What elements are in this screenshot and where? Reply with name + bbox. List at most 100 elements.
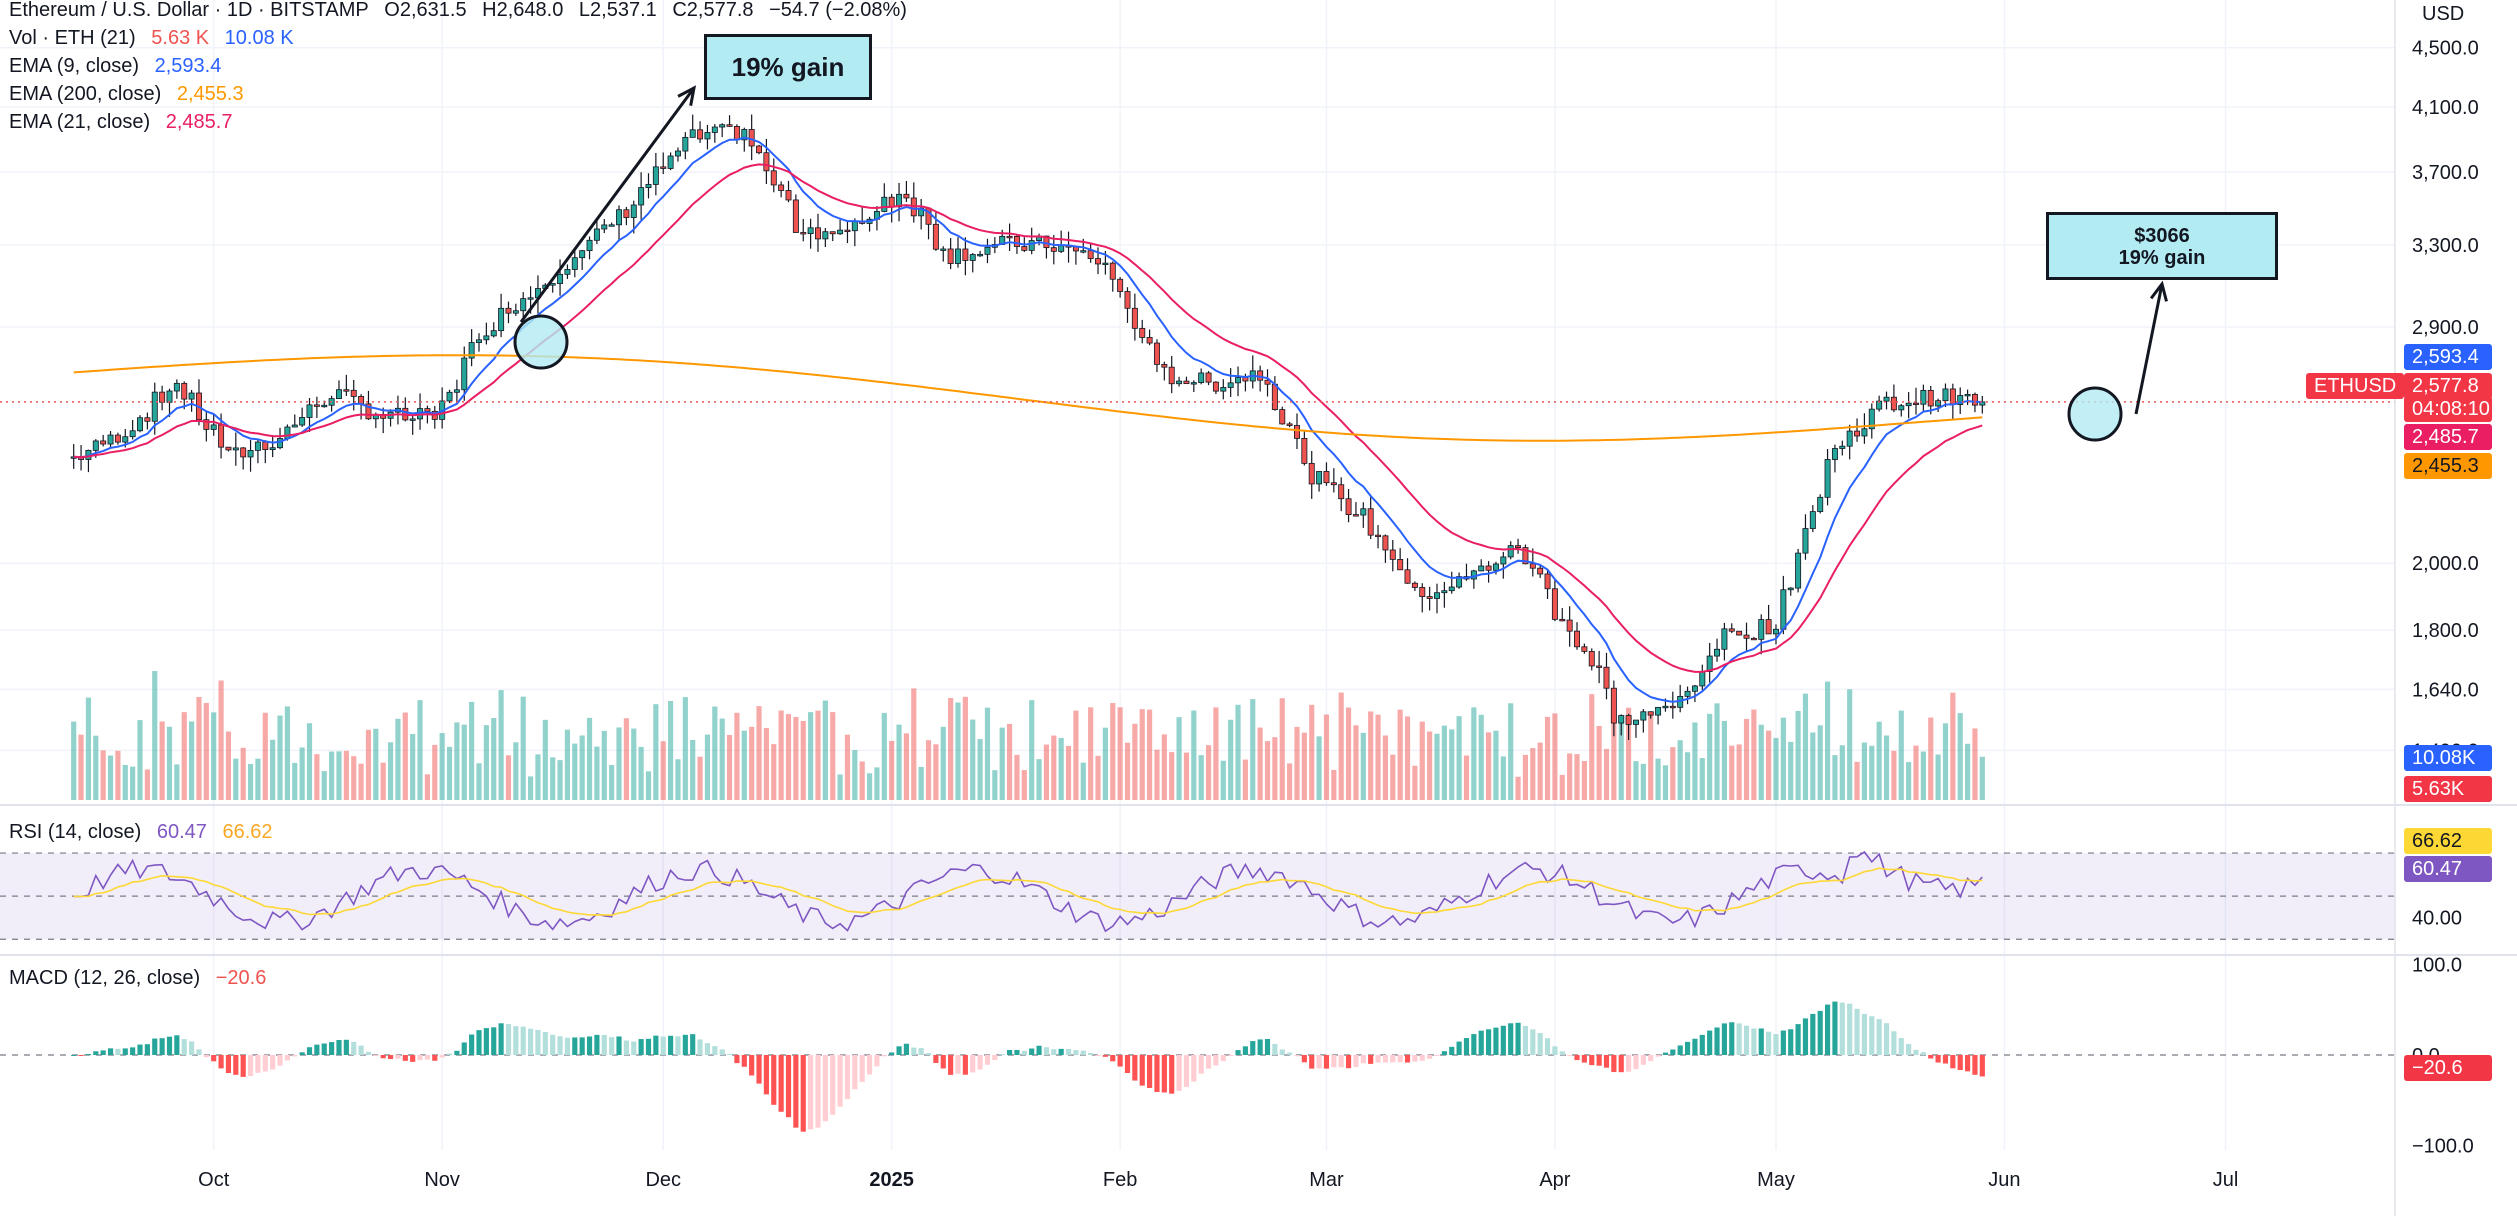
- candle-body: [254, 441, 261, 451]
- candle-body: [1146, 337, 1153, 344]
- macd-histogram-bar: [1014, 1049, 1020, 1055]
- macd-histogram-bar: [1544, 1038, 1551, 1055]
- volume-bar: [1080, 762, 1086, 800]
- volume-bar: [1795, 710, 1801, 800]
- candle-body: [1846, 430, 1853, 447]
- ema200-line: [73, 354, 1983, 442]
- macd-histogram-bar: [152, 1038, 158, 1055]
- macd-histogram-bar: [1279, 1049, 1285, 1055]
- volume-bar: [984, 707, 991, 800]
- candle-body: [240, 447, 247, 458]
- candle-body: [1492, 563, 1499, 571]
- candle-body: [1669, 705, 1676, 709]
- candle-body: [1279, 409, 1286, 425]
- volume-bar: [933, 744, 939, 800]
- macd-histogram-bar: [1287, 1052, 1293, 1055]
- volume-bar: [1589, 694, 1595, 800]
- macd-histogram-bar: [756, 1055, 762, 1084]
- macd-histogram-bar: [1228, 1055, 1234, 1056]
- macd-histogram-bar: [1677, 1045, 1683, 1055]
- candle-body: [1183, 380, 1190, 385]
- candle-body: [1382, 535, 1389, 551]
- candle-body: [358, 396, 365, 405]
- symbol-price-tag: ETHUSD: [2306, 373, 2405, 399]
- volume-ma-value: 10.08 K: [224, 27, 294, 49]
- candle-body: [1117, 278, 1124, 292]
- macd-histogram-bar: [1648, 1055, 1654, 1062]
- macd-histogram-bar: [601, 1034, 607, 1055]
- macd-histogram-bar: [815, 1055, 821, 1128]
- macd-histogram-bar: [144, 1044, 150, 1055]
- macd-histogram-bar: [174, 1035, 180, 1055]
- volume-bar: [233, 758, 239, 800]
- candle-body: [1515, 545, 1522, 548]
- volume-bar: [1279, 698, 1285, 800]
- volume-bar: [1928, 717, 1934, 800]
- volume-bar: [174, 764, 180, 800]
- candle-body: [1854, 430, 1861, 437]
- macd-histogram-bar: [528, 1028, 534, 1055]
- macd-histogram-bar: [513, 1026, 519, 1055]
- volume-bar: [78, 734, 84, 800]
- macd-histogram-bar: [1029, 1048, 1035, 1055]
- volume-bar: [122, 764, 128, 800]
- volume-bar: [130, 766, 136, 800]
- macd-histogram-bar: [1331, 1055, 1337, 1068]
- macd-histogram-bar: [852, 1055, 858, 1090]
- candle-body: [1478, 565, 1485, 572]
- candle-body: [1750, 637, 1757, 641]
- ema200-legend[interactable]: EMA (200, close) 2,455.3: [9, 80, 254, 108]
- candle-body: [188, 392, 195, 400]
- volume-bar: [550, 757, 556, 800]
- volume-bar: [1360, 732, 1366, 800]
- macd-histogram-bar: [1043, 1047, 1050, 1055]
- volume-bar: [1839, 745, 1845, 800]
- macd-histogram-bar: [1110, 1055, 1116, 1062]
- candle-body: [564, 269, 571, 275]
- symbol-legend: Ethereum / U.S. Dollar · 1D · BITSTAMP O…: [9, 0, 917, 24]
- volume-bar: [1552, 713, 1558, 800]
- volume-bar: [277, 715, 283, 800]
- volume-bar: [1817, 725, 1823, 800]
- macd-histogram-bar: [955, 1055, 961, 1074]
- candle-body: [1831, 448, 1838, 460]
- candle-body: [1131, 307, 1138, 329]
- macd-histogram-bar: [1950, 1055, 1956, 1069]
- volume-bar: [940, 726, 946, 800]
- macd-histogram-bar: [859, 1055, 865, 1082]
- candle-body: [210, 424, 217, 430]
- volume-bar: [808, 712, 814, 800]
- candle-body: [1913, 402, 1919, 406]
- candle-body: [645, 184, 652, 189]
- candle-body: [313, 404, 320, 407]
- target-price: $3066: [2134, 225, 2190, 247]
- volume-bar: [1169, 752, 1175, 800]
- candle-body: [1809, 511, 1816, 529]
- macd-histogram-bar: [572, 1037, 578, 1055]
- macd-histogram-bar: [159, 1038, 165, 1055]
- rsi-legend[interactable]: RSI (14, close) 60.47 66.62: [9, 818, 283, 846]
- candle-body: [1507, 545, 1514, 558]
- ema21-label: EMA (21, close): [9, 111, 151, 133]
- candle-body: [321, 404, 328, 408]
- price-tick-label: 3,700.0: [2412, 162, 2479, 184]
- currency-label[interactable]: USD: [2422, 3, 2465, 25]
- macd-histogram-bar: [166, 1036, 173, 1055]
- ema21-legend[interactable]: EMA (21, close) 2,485.7: [9, 108, 242, 136]
- macd-legend[interactable]: MACD (12, 26, close) −20.6: [9, 964, 276, 992]
- volume-bar: [1677, 740, 1683, 800]
- volume-legend[interactable]: Vol · ETH (21) 5.63 K 10.08 K: [9, 24, 304, 52]
- macd-histogram-bar: [1301, 1055, 1307, 1063]
- volume-bar: [1338, 692, 1344, 800]
- ema9-legend[interactable]: EMA (9, close) 2,593.4: [9, 52, 231, 80]
- volume-bar: [1427, 731, 1433, 800]
- volume-bar: [1213, 707, 1219, 800]
- candle-body: [483, 335, 490, 341]
- candle-body: [1957, 395, 1964, 405]
- macd-histogram-bar: [1449, 1046, 1455, 1055]
- macd-histogram-bar: [992, 1055, 998, 1061]
- candle-body: [1529, 563, 1536, 569]
- candle-body: [630, 204, 637, 218]
- macd-histogram-bar: [925, 1053, 932, 1055]
